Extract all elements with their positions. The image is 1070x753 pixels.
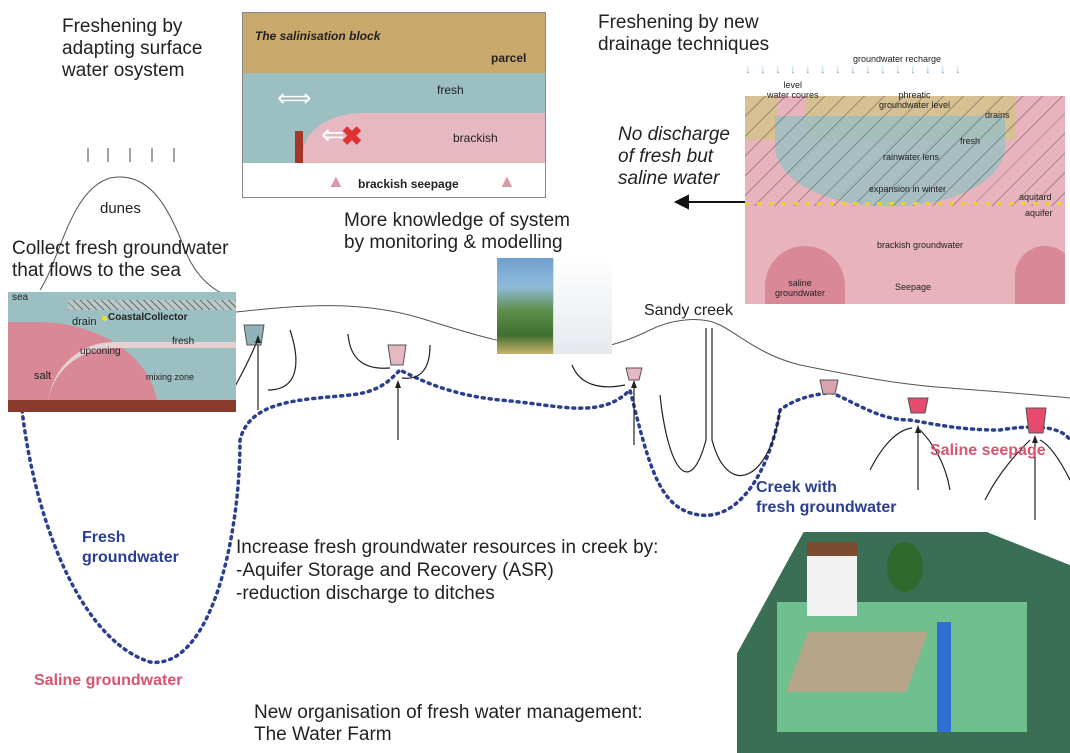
tree (887, 542, 923, 592)
freshening-drainage-text: Freshening by new drainage techniques (598, 12, 770, 55)
parcel-layer (243, 13, 545, 73)
brackish-seepage-label: brackish seepage (358, 177, 459, 191)
flow-arrows (233, 328, 1070, 520)
saline-cone-left (765, 246, 845, 304)
collector-dot-icon (102, 316, 107, 321)
sand-strip (786, 632, 928, 692)
lens-label: rainwater lens (883, 152, 940, 162)
parcel-label: parcel (491, 51, 527, 65)
recharge-arrows: ↓↓↓↓↓↓↓↓↓↓↓↓↓↓↓ (745, 62, 970, 76)
aerial-photo (497, 258, 553, 354)
saline-gw-label: saline groundwater (775, 278, 826, 298)
hatch-overlay (745, 96, 1065, 206)
seepage-label: Seepage (895, 282, 932, 292)
aquitard-line (745, 202, 1065, 205)
collect-text: Collect fresh groundwater that flows to … (12, 238, 229, 281)
salinisation-block-panel: The salinisation block parcel fresh brac… (242, 12, 546, 198)
saline-seepage-label: Saline seepage (930, 442, 1046, 459)
saline-cone-right (1015, 246, 1065, 304)
rain-arrows (87, 148, 175, 162)
ditch-5 (907, 397, 929, 414)
brackish-layer (303, 113, 545, 163)
salinisation-title: The salinisation block (255, 29, 381, 43)
level-label: level water coures (767, 80, 819, 100)
aquitard-label: aquitard (1019, 192, 1052, 202)
ditch-3 (625, 367, 643, 381)
increase-text: Increase fresh groundwater resources in … (236, 537, 659, 604)
mixing-layer (48, 342, 236, 408)
cross-icon: ✖ (341, 121, 363, 151)
canal-strip (937, 622, 951, 732)
dune-outline (39, 176, 237, 301)
ditch-4 (819, 379, 839, 395)
dunes-label: dunes (100, 200, 141, 217)
farmhouse (807, 542, 857, 616)
ditch-6 (1025, 407, 1047, 434)
aquifer-label: aquifer (1025, 208, 1053, 218)
ditch-1 (243, 324, 265, 346)
drainage-block-panel: ↓↓↓↓↓↓↓↓↓↓↓↓↓↓↓ groundwater recharge lev… (745, 56, 1065, 304)
freshwater-boundary (20, 367, 1070, 664)
blocked-arrow-icon: ⇐ (321, 119, 345, 150)
drainage-fresh-label: fresh (960, 136, 981, 146)
drains-label: drains (985, 110, 1010, 120)
monitoring-text: More knowledge of system by monitoring &… (344, 210, 570, 253)
hatched-layer (68, 300, 236, 310)
upconing-label: upconing (80, 346, 121, 357)
winter-label: expansion in winter (869, 184, 947, 194)
fresh-label: fresh (437, 83, 464, 97)
wall-marker (295, 131, 303, 163)
double-arrow-icon: ⟺ (277, 85, 312, 112)
ground-surface-line (235, 305, 1070, 399)
fresh-groundwater-label: Fresh groundwater (82, 529, 179, 566)
drain-label: drain (72, 316, 97, 328)
no-discharge-text: No discharge of fresh but saline water (618, 124, 730, 189)
new-organisation-text: New organisation of fresh water manageme… (254, 702, 643, 745)
saline-groundwater-label: Saline groundwater (34, 672, 183, 689)
seepage-arrow-right-icon: ▲ (498, 171, 516, 191)
ditch-2 (387, 344, 407, 366)
collector-label: CoastalCollector (108, 312, 188, 323)
left-arrow (673, 194, 745, 210)
coastal-block-panel: sea drain CoastalCollector upconing fres… (8, 292, 236, 412)
brackish-label: brackish (453, 131, 498, 145)
water-farm-photo (737, 532, 1070, 753)
creek-fresh-label: Creek with fresh groundwater (756, 479, 897, 516)
parcel-top-left (745, 96, 777, 140)
salt-label: salt (34, 370, 52, 382)
phreatic-label: phreatic groundwater level (879, 90, 951, 110)
arrowheads (255, 335, 1038, 443)
mixing-label: mixing zone (146, 372, 195, 382)
freshening-surface-text: Freshening by adapting surface water osy… (62, 16, 203, 81)
satellite-photo (553, 258, 612, 354)
brackish-gw-label: brackish groundwater (877, 240, 964, 250)
coastal-fresh-label: fresh (172, 336, 195, 347)
seepage-arrow-left-icon: ▲ (327, 171, 345, 191)
bedrock-layer (8, 400, 236, 412)
recharge-label: groundwater recharge (853, 56, 942, 64)
sea-label: sea (12, 292, 29, 303)
fresh-lens (775, 116, 1005, 206)
sandy-creek-label: Sandy creek (644, 302, 733, 319)
